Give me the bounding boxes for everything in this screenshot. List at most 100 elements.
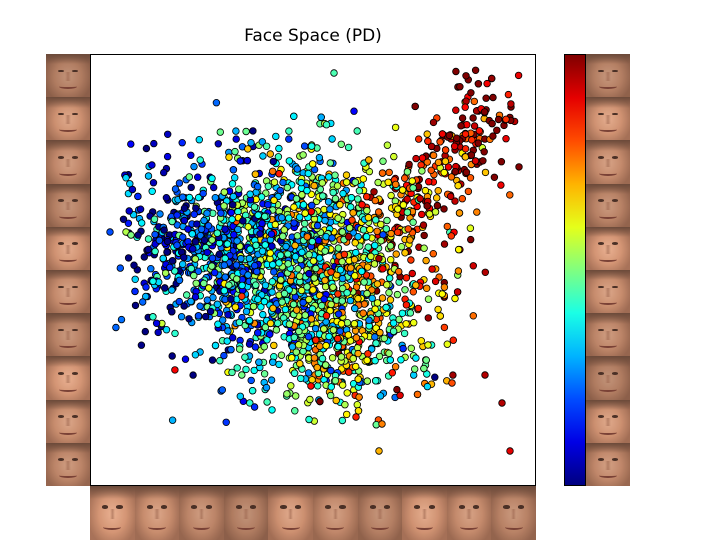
scatter-point bbox=[259, 310, 267, 319]
scatter-point bbox=[180, 253, 188, 262]
scatter-point bbox=[467, 89, 475, 97]
scatter-point bbox=[230, 231, 238, 239]
scatter-point bbox=[293, 165, 301, 173]
scatter-point bbox=[469, 262, 477, 270]
scatter-point bbox=[447, 232, 455, 240]
scatter-point bbox=[261, 323, 270, 331]
face-thumbnail bbox=[586, 97, 630, 141]
scatter-point bbox=[190, 271, 198, 280]
scatter-point bbox=[192, 279, 200, 287]
scatter-point bbox=[327, 300, 335, 309]
scatter-point bbox=[249, 127, 257, 135]
scatter-point bbox=[383, 216, 391, 225]
scatter-point bbox=[350, 107, 358, 115]
scatter-point bbox=[322, 312, 331, 320]
scatter-point bbox=[359, 309, 367, 317]
scatter-point bbox=[455, 209, 464, 217]
face-thumbnail bbox=[46, 183, 90, 227]
scatter-point bbox=[387, 191, 395, 200]
scatter-point bbox=[242, 127, 250, 136]
scatter-point bbox=[461, 153, 470, 161]
scatter-point bbox=[262, 142, 271, 150]
scatter-point bbox=[325, 173, 333, 181]
scatter-point bbox=[211, 193, 219, 202]
scatter-point bbox=[208, 262, 216, 270]
scatter-point bbox=[326, 391, 335, 400]
scatter-point bbox=[284, 260, 292, 268]
scatter-point bbox=[338, 284, 347, 293]
scatter-point bbox=[189, 245, 197, 253]
scatter-point bbox=[365, 156, 373, 164]
scatter-point bbox=[378, 420, 386, 428]
scatter-point bbox=[128, 185, 137, 194]
scatter-point bbox=[404, 225, 412, 233]
scatter-point bbox=[149, 313, 157, 321]
scatter-point bbox=[256, 230, 264, 238]
scatter-point bbox=[191, 351, 200, 359]
scatter-point bbox=[200, 279, 208, 288]
scatter-point bbox=[318, 192, 327, 200]
scatter-point bbox=[327, 366, 335, 375]
scatter-point bbox=[213, 229, 221, 237]
scatter-point bbox=[125, 207, 133, 215]
scatter-point bbox=[392, 180, 400, 189]
scatter-point bbox=[144, 245, 152, 254]
scatter-point bbox=[363, 192, 371, 201]
scatter-point bbox=[208, 174, 216, 183]
scatter-point bbox=[353, 401, 361, 409]
scatter-point bbox=[296, 360, 304, 368]
scatter-point bbox=[308, 160, 317, 168]
scatter-point bbox=[139, 298, 147, 306]
scatter-point bbox=[235, 345, 244, 353]
scatter-point bbox=[220, 261, 228, 269]
scatter-point bbox=[259, 152, 267, 160]
scatter-point bbox=[305, 250, 313, 259]
scatter-point bbox=[117, 315, 126, 324]
scatter-point bbox=[229, 192, 237, 201]
scatter-point bbox=[386, 296, 395, 304]
scatter-point bbox=[409, 288, 417, 296]
scatter-point bbox=[352, 248, 360, 257]
scatter-point bbox=[322, 120, 331, 129]
scatter-point bbox=[415, 135, 423, 143]
scatter-point bbox=[434, 158, 443, 167]
scatter-point bbox=[299, 151, 307, 159]
scatter-point bbox=[316, 342, 324, 350]
scatter-point bbox=[406, 236, 414, 244]
scatter-point bbox=[301, 209, 309, 217]
scatter-point bbox=[285, 214, 293, 222]
scatter-point bbox=[424, 137, 432, 145]
scatter-point bbox=[434, 186, 442, 195]
scatter-point bbox=[262, 383, 271, 392]
scatter-point bbox=[248, 387, 257, 395]
scatter-point bbox=[275, 144, 283, 153]
scatter-point bbox=[398, 309, 407, 317]
scatter-point bbox=[260, 297, 269, 306]
scatter-point bbox=[238, 281, 246, 290]
scatter-point bbox=[338, 257, 346, 266]
scatter-point bbox=[351, 178, 359, 186]
scatter-point bbox=[119, 215, 128, 223]
scatter-point bbox=[506, 191, 514, 199]
scatter-point bbox=[156, 210, 164, 218]
scatter-point bbox=[397, 356, 405, 364]
scatter-point bbox=[238, 371, 246, 379]
scatter-point bbox=[420, 244, 428, 252]
scatter-point bbox=[112, 323, 120, 332]
scatter-point bbox=[213, 300, 222, 308]
scatter-point bbox=[270, 178, 279, 186]
face-thumbnail bbox=[46, 399, 90, 443]
scatter-point bbox=[469, 114, 477, 122]
scatter-point bbox=[181, 355, 190, 363]
scatter-point bbox=[489, 132, 497, 140]
scatter-point bbox=[154, 328, 162, 337]
scatter-point bbox=[318, 179, 326, 187]
scatter-point bbox=[261, 212, 269, 221]
face-thumbnail bbox=[46, 140, 90, 184]
scatter-point bbox=[352, 413, 360, 421]
scatter-point bbox=[337, 140, 345, 148]
scatter-point bbox=[228, 180, 237, 188]
scatter-point bbox=[480, 108, 489, 116]
scatter-point bbox=[424, 314, 432, 322]
scatter-point bbox=[489, 93, 497, 102]
